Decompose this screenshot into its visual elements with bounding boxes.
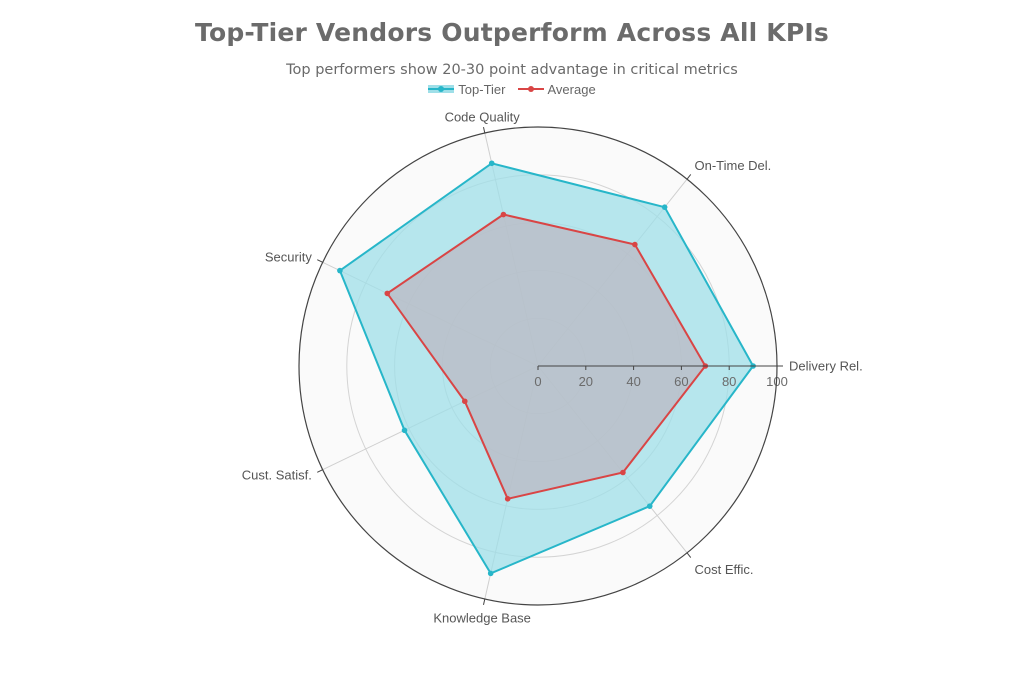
series-area-average	[387, 214, 706, 499]
axis-label: Security	[265, 250, 312, 265]
data-point-top-tier	[646, 503, 653, 509]
legend-label-top-tier: Top-Tier	[458, 81, 506, 97]
data-point-average	[632, 241, 638, 248]
angular-tick	[482, 598, 486, 605]
data-point-top-tier	[487, 570, 494, 577]
axis-label: On-Time Del.	[694, 158, 771, 173]
axis-label: Cost Effic.	[694, 562, 753, 577]
series-line-average	[385, 213, 707, 500]
axis-label: Cust. Satisf.	[242, 467, 312, 482]
series-line-top-tier	[338, 162, 755, 575]
angular-tick	[317, 259, 323, 263]
data-point-average	[620, 469, 626, 476]
chart-title: Top-Tier Vendors Outperform Across All K…	[195, 18, 829, 47]
data-point-top-tier	[337, 267, 343, 274]
legend-label-average: Average	[547, 81, 596, 97]
axis-label: Knowledge Base	[433, 611, 531, 626]
angular-tick	[317, 469, 323, 473]
data-point-top-tier	[661, 204, 668, 210]
data-point-average	[461, 398, 468, 405]
radial-tick-label: 40	[626, 374, 640, 389]
legend-swatch-top-tier	[428, 84, 455, 94]
data-point-top-tier	[401, 427, 408, 434]
axis-label: Delivery Rel.	[789, 359, 863, 374]
radial-tick-label: 20	[579, 374, 593, 389]
data-point-average	[384, 290, 391, 297]
chart-subtitle: Top performers show 20-30 point advantag…	[286, 62, 738, 78]
radial-tick-label: 0	[534, 374, 541, 389]
angular-tick	[686, 552, 692, 558]
radial-tick-label: 80	[722, 374, 736, 389]
legend-swatch-average	[517, 84, 544, 94]
data-point-average	[500, 211, 507, 218]
radial-tick-label: 60	[674, 374, 688, 389]
legend-item-average[interactable]: Average	[517, 81, 596, 97]
axis-label: Code Quality	[445, 109, 521, 124]
data-point-top-tier	[488, 160, 495, 167]
angular-tick	[686, 174, 692, 180]
data-point-average	[504, 496, 511, 502]
legend: Top-Tier Average	[0, 80, 1024, 98]
legend-item-top-tier[interactable]: Top-Tier	[428, 81, 506, 97]
angular-tick	[482, 127, 486, 134]
